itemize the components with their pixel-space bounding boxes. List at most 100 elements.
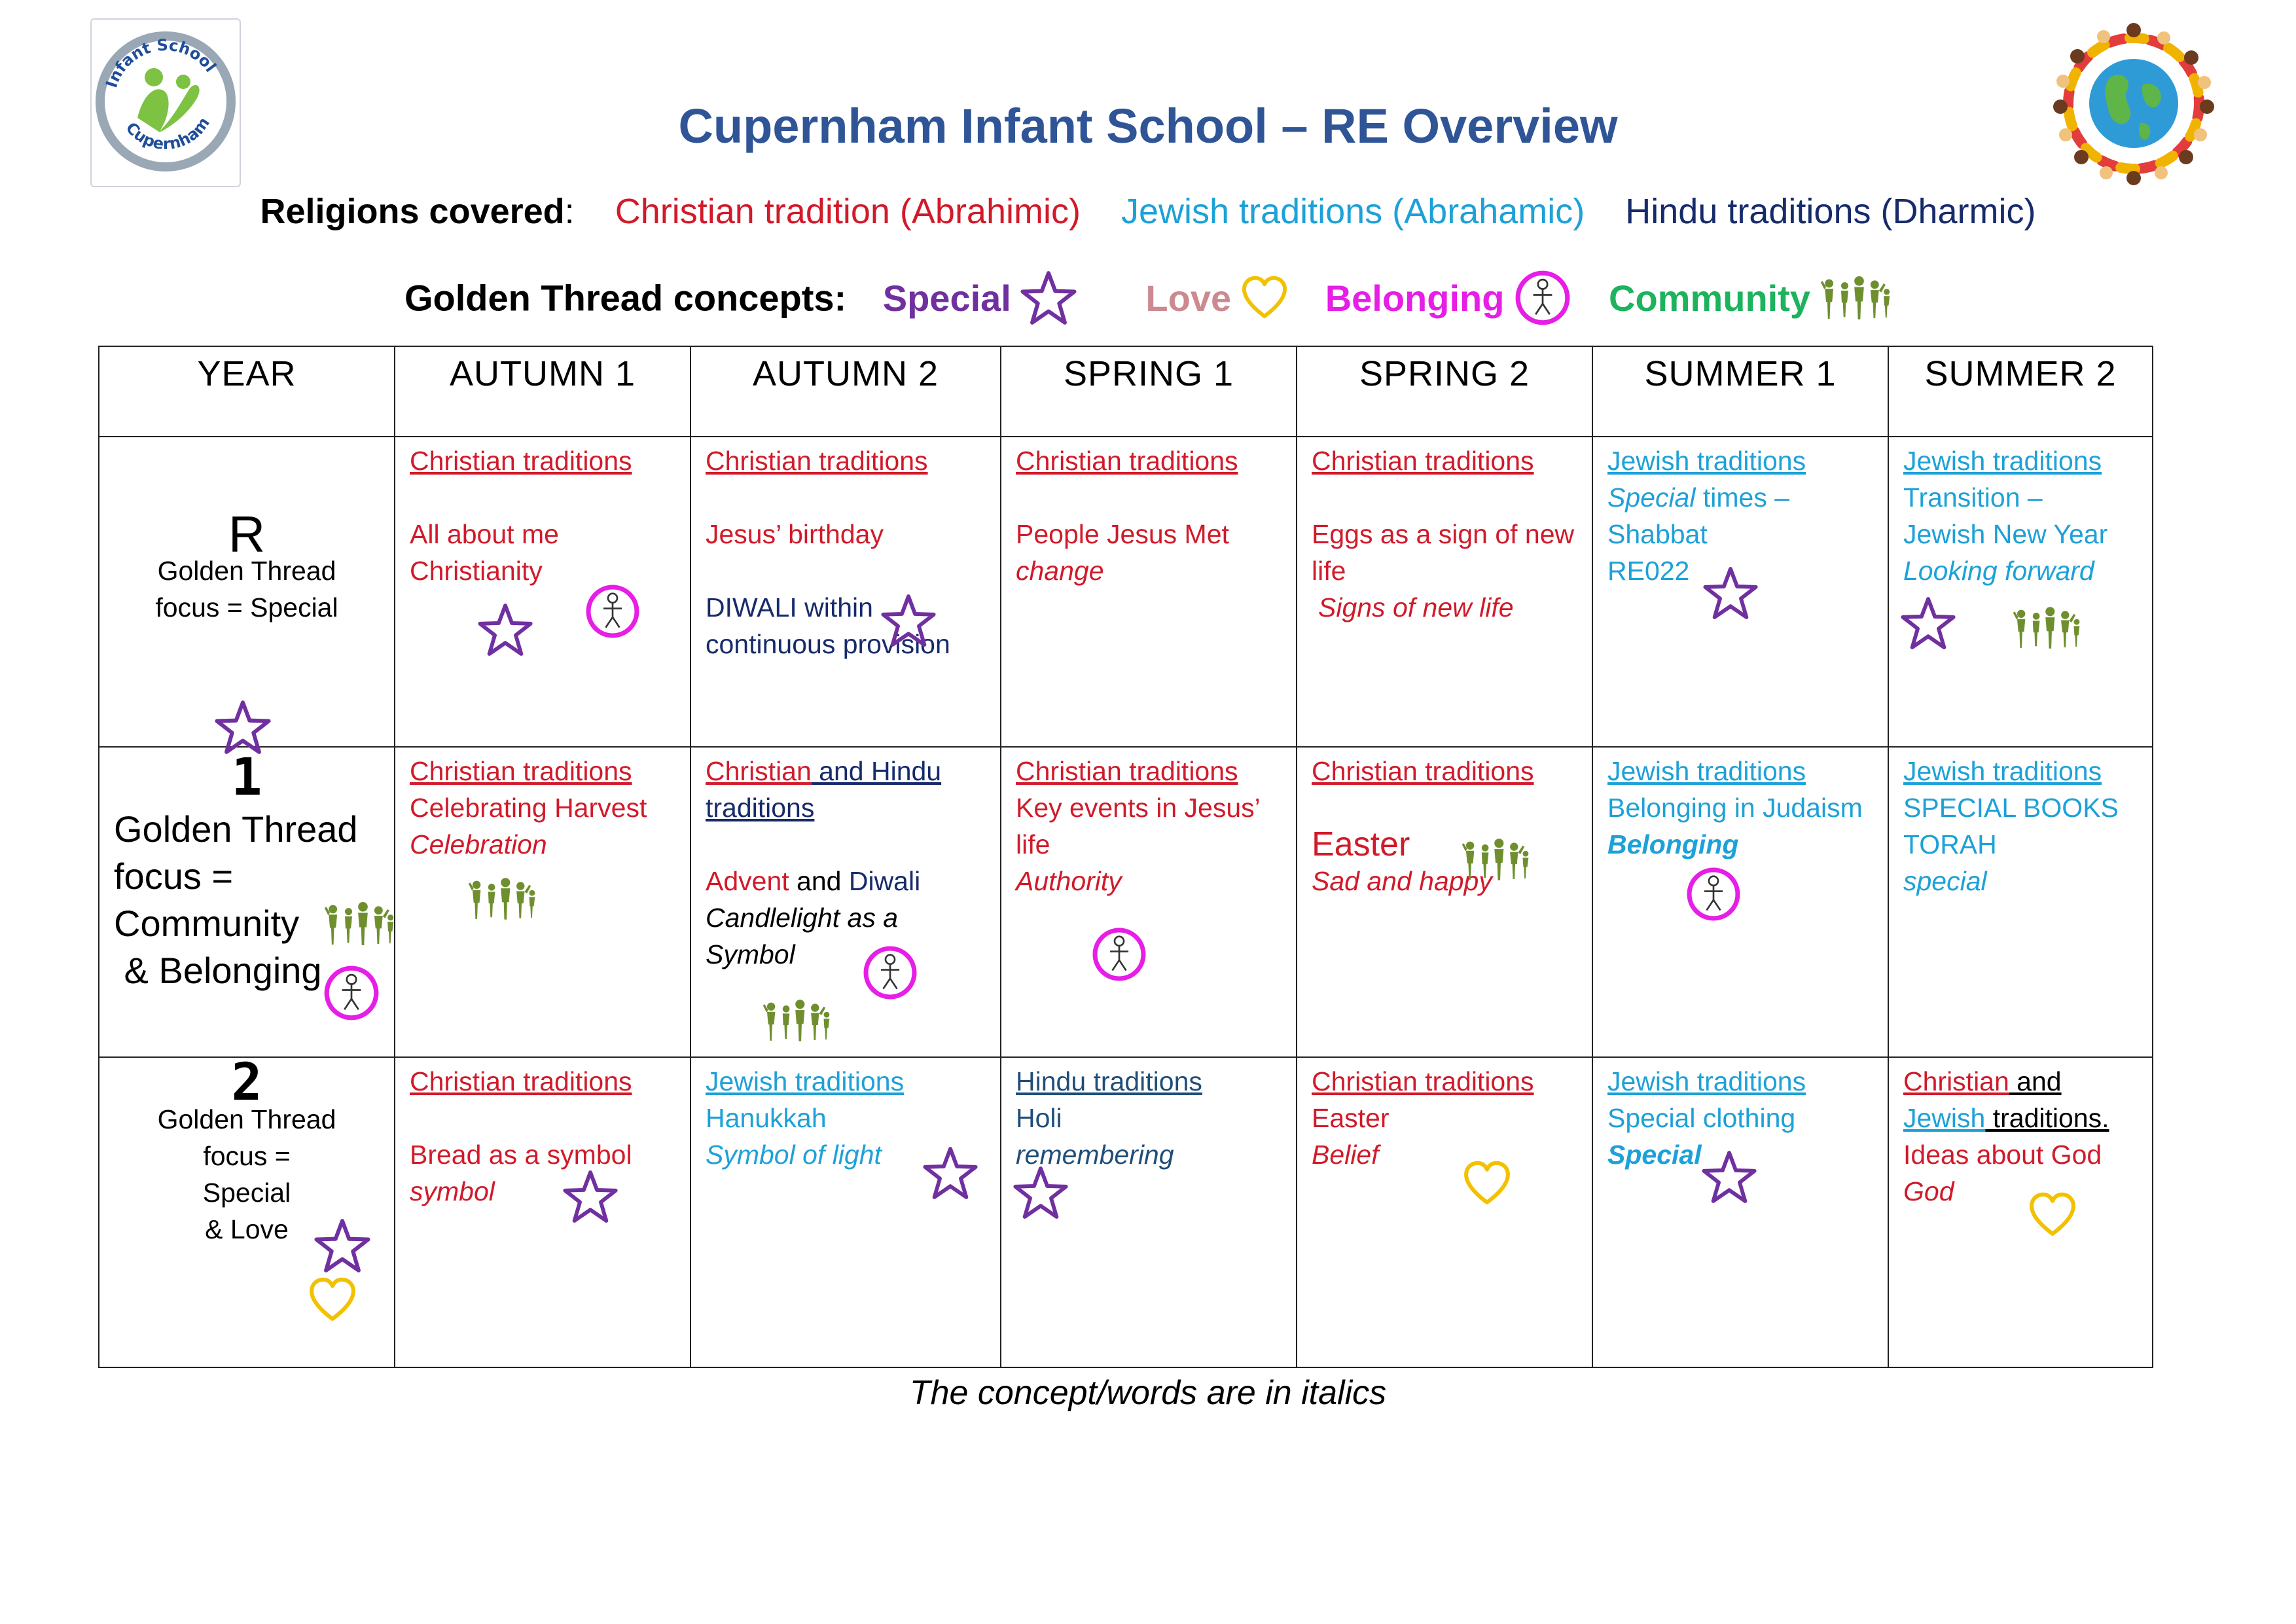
concept-belonging-label: Belonging — [1325, 277, 1505, 319]
tradition-label: Christian traditions — [410, 1066, 632, 1096]
family-icon — [2012, 604, 2081, 652]
tradition-label: traditions — [706, 793, 815, 823]
topic-text: Jewish New Year — [1903, 519, 2108, 549]
header-autumn-1: AUTUMN 1 — [394, 346, 691, 437]
family-icon — [1820, 272, 1892, 323]
topic-text: Special clothing — [1607, 1103, 1796, 1133]
focus-line: Golden Thread — [157, 1104, 336, 1134]
person-circle-icon — [584, 583, 641, 640]
cell-1-autumn-2: Christian and Hindu traditions Advent an… — [690, 746, 1001, 1058]
person-circle-icon — [322, 964, 381, 1022]
cell-r-summer-1: Jewish traditions Special times – Shabba… — [1592, 436, 1889, 748]
family-icon — [1461, 835, 1530, 884]
religions-label: Religions covered — [260, 192, 565, 231]
concept-special: Special — [883, 270, 1077, 326]
cell-1-summer-1: Jewish traditions Belonging in Judaism B… — [1592, 746, 1889, 1058]
topic-text: Christianity — [410, 556, 543, 586]
star-icon — [478, 602, 533, 657]
concept-love-label: Love — [1145, 277, 1232, 319]
star-icon — [314, 1218, 370, 1274]
golden-thread-concepts-line: Golden Thread concepts: Special Love Bel… — [0, 268, 2296, 327]
star-icon — [1703, 566, 1758, 621]
concept-word: Belonging — [1607, 829, 1739, 859]
topic-text: Holi — [1016, 1103, 1062, 1133]
topic-text: Celebrating Harvest — [410, 793, 647, 823]
topic-text: Shabbat — [1607, 519, 1708, 549]
topic-text: Bread as a symbol — [410, 1140, 632, 1170]
year-label: 2 — [231, 1053, 262, 1112]
cell-2-spring-1: Hindu traditions Holi remembering — [1000, 1056, 1297, 1368]
tradition-label: Christian traditions — [410, 446, 632, 476]
cell-2-autumn-2: Jewish traditions Hanukkah Symbol of lig… — [690, 1056, 1001, 1368]
topic-text: life — [1016, 829, 1050, 859]
table-row: R Golden Thread focus = Special Christia… — [98, 436, 2153, 748]
tradition-label: and — [2009, 1066, 2062, 1096]
star-icon — [1901, 596, 1956, 651]
topic-text: DIWALI within — [706, 592, 873, 623]
header-year: YEAR — [98, 346, 395, 437]
cell-1-summer-2: Jewish traditions SPECIAL BOOKS TORAH sp… — [1888, 746, 2153, 1058]
family-icon — [467, 875, 537, 923]
focus-line: Golden Thread — [157, 556, 336, 586]
concept-word: God — [1903, 1176, 1954, 1206]
concept-special-label: Special — [882, 277, 1011, 319]
cell-2-summer-2: Christian and Jewish traditions. Ideas a… — [1888, 1056, 2153, 1368]
year-cell-1: 1 Golden Thread focus = Community & Belo… — [98, 746, 395, 1058]
tradition-label: traditions. — [1985, 1103, 2109, 1133]
topic-text: Easter — [1312, 825, 1410, 863]
table-row: 1 Golden Thread focus = Community & Belo… — [98, 746, 2153, 1058]
tradition-label: Jewish traditions — [1903, 446, 2102, 476]
topic-text: Hanukkah — [706, 1103, 827, 1133]
year-cell-2: 2 Golden Thread focus = Special & Love — [98, 1053, 395, 1368]
focus-line: focus = — [203, 1141, 291, 1171]
concept-word: Celebration — [410, 829, 547, 859]
heart-icon — [1240, 274, 1289, 322]
cell-2-spring-2: Christian traditions Easter Belief — [1296, 1056, 1593, 1368]
header-spring-2: SPRING 2 — [1296, 346, 1593, 437]
tradition-label: Jewish traditions — [1607, 446, 1806, 476]
year-cell-r: R Golden Thread focus = Special — [98, 436, 395, 747]
tradition-label: Christian — [706, 756, 812, 786]
concept-word: Belief — [1312, 1140, 1379, 1170]
concept-word: Sad and happy — [1312, 866, 1492, 896]
school-logo-icon: Infant School Cupernham — [96, 31, 236, 171]
focus-line: Special — [202, 1178, 291, 1208]
tradition-label: Christian traditions — [1312, 446, 1534, 476]
star-icon — [881, 593, 936, 648]
concept-word: Symbol — [706, 939, 795, 969]
focus-line: Golden Thread — [114, 808, 358, 850]
topic-text: Eggs as a sign of new — [1312, 519, 1575, 549]
focus-line: focus = Special — [155, 592, 338, 623]
concept-community: Community — [1609, 272, 1892, 323]
concept-word: Authority — [1016, 866, 1122, 896]
concept-belonging: Belonging — [1325, 268, 1573, 327]
cell-r-autumn-1: Christian traditions All about me Christ… — [394, 436, 691, 748]
concept-community-label: Community — [1609, 277, 1810, 319]
concept-love: Love — [1145, 274, 1289, 322]
cell-2-summer-1: Jewish traditions Special clothing Speci… — [1592, 1056, 1889, 1368]
concepts-label: Golden Thread concepts: — [404, 277, 847, 319]
tradition-label: Jewish traditions — [1607, 756, 1806, 786]
concept-word: Special — [1607, 482, 1696, 513]
table-row: 2 Golden Thread focus = Special & Love C… — [98, 1053, 2153, 1368]
person-circle-icon — [861, 944, 919, 1001]
star-icon — [923, 1146, 978, 1200]
topic-text: continuous provision — [706, 629, 950, 659]
religion-christian: Christian tradition (Abrahimic) — [615, 192, 1081, 231]
topic-text: Belonging in Judaism — [1607, 793, 1863, 823]
concept-word: Candlelight as a — [706, 903, 899, 933]
concept-word: Special — [1607, 1140, 1702, 1170]
topic-text: Jesus’ birthday — [706, 519, 884, 549]
concept-word: special — [1903, 866, 1987, 896]
tradition-label: Christian traditions — [410, 756, 632, 786]
topic-text: TORAH — [1903, 829, 1997, 859]
table-header-row: YEAR AUTUMN 1 AUTUMN 2 SPRING 1 SPRING 2… — [98, 346, 2153, 437]
cell-1-spring-1: Christian traditions Key events in Jesus… — [1000, 746, 1297, 1058]
family-icon — [323, 898, 395, 949]
focus-line: Community — [114, 903, 300, 944]
concept-word: change — [1016, 556, 1104, 586]
topic-text: Diwali — [848, 866, 921, 896]
tradition-label: Christian traditions — [1312, 1066, 1534, 1096]
concept-word: Signs of new life — [1318, 592, 1514, 623]
topic-text: times – — [1695, 482, 1790, 513]
